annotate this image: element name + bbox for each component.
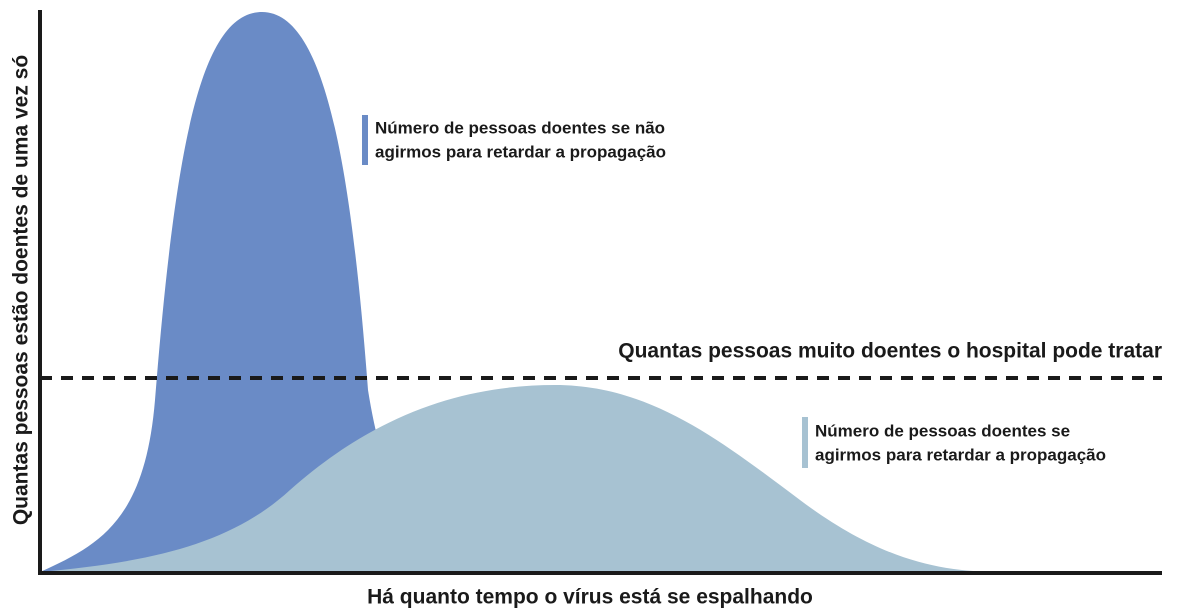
x-axis-label: Há quanto tempo o vírus está se espalhan… [367, 586, 813, 609]
legend-text: Número de pessoas doentes se [815, 421, 1070, 440]
legend-swatch [362, 115, 368, 165]
y-axis-label: Quantas pessoas estão doentes de uma vez… [10, 55, 33, 525]
legend-text: agirmos para retardar a propagação [815, 445, 1106, 464]
legend-swatch [802, 417, 808, 468]
unmitigated-curve [40, 12, 420, 572]
mitigated-curve [40, 385, 1000, 572]
legend-text: Número de pessoas doentes se não [375, 118, 665, 137]
legend-text: agirmos para retardar a propagação [375, 142, 666, 161]
capacity-label: Quantas pessoas muito doentes o hospital… [618, 340, 1162, 363]
